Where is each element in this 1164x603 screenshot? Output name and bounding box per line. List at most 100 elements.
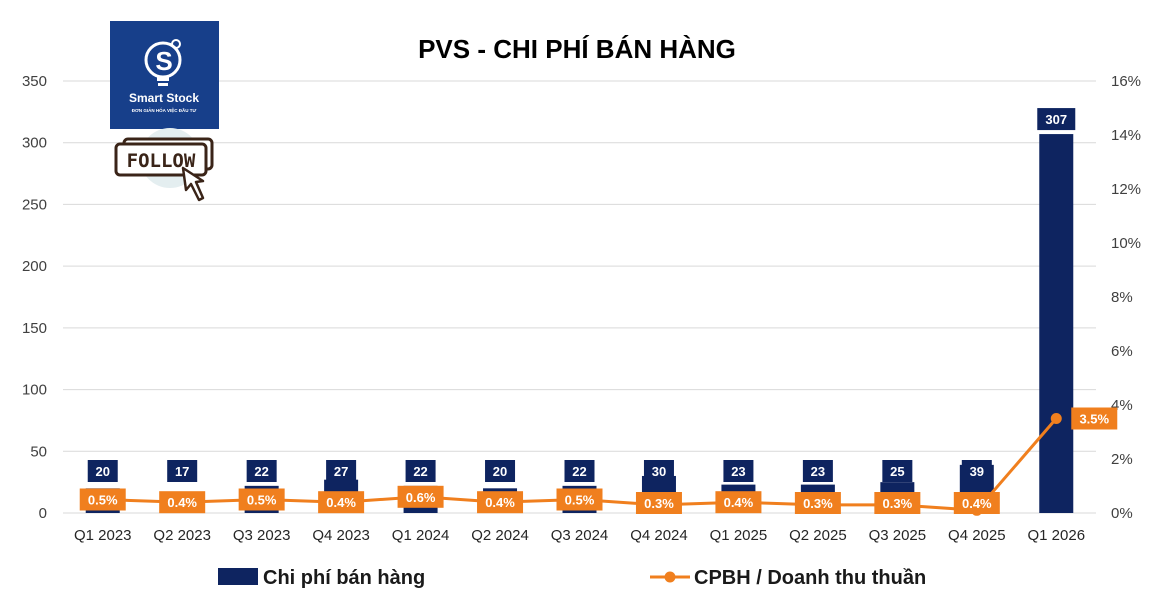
- bar-label-box: [802, 460, 833, 482]
- y-right-tick-label: 0%: [1111, 505, 1133, 522]
- bar-label: 17: [175, 464, 189, 479]
- bar-label: 22: [254, 464, 268, 479]
- bar-label: 25: [890, 464, 904, 479]
- bar-label-box: [246, 460, 277, 482]
- follow-button[interactable]: FOLLOW: [114, 128, 214, 202]
- bar-label-box: [723, 460, 754, 482]
- svg-text:S: S: [155, 46, 172, 76]
- bar-label-box: [167, 460, 198, 482]
- bar-label: 22: [572, 464, 586, 479]
- y-right-tick-label: 12%: [1111, 181, 1141, 198]
- x-tick-label: Q2 2024: [471, 527, 529, 544]
- x-tick-label: Q3 2025: [869, 527, 927, 544]
- x-tick-label: Q1 2024: [392, 527, 450, 544]
- line-label-box: [874, 492, 921, 514]
- line-label-box: [556, 488, 603, 511]
- x-axis: Q1 2023 Q2 2023 Q3 2023 Q4 2023 Q1 2024 Q2 20…: [74, 527, 1085, 544]
- bar-label: 307: [1045, 112, 1067, 127]
- line-label: 0.4%: [485, 495, 515, 510]
- x-tick-label: Q2 2025: [789, 527, 847, 544]
- y-right-tick-label: 16%: [1111, 73, 1141, 90]
- bar-label: 22: [413, 464, 427, 479]
- bar-label-box: [1037, 108, 1076, 131]
- legend-line-marker: [664, 571, 676, 583]
- y-axis-right: 0%2%4%6%8%10%12%14%16%: [1111, 73, 1141, 522]
- smart-stock-logo[interactable]: S Smart Stock ĐƠN GIẢN HÓA VIỆC ĐẦU TƯ: [110, 21, 219, 129]
- legend-bar-label: Chi phí bán hàng: [263, 567, 425, 589]
- bar[interactable]: [1039, 134, 1074, 513]
- bar-label: 20: [95, 464, 109, 479]
- legend-item-bar[interactable]: Chi phí bán hàng: [218, 567, 425, 589]
- follow-label: FOLLOW: [127, 150, 196, 172]
- line-label: 3.5%: [1079, 412, 1109, 427]
- bar-label-box: [961, 460, 992, 482]
- line-label-box: [953, 492, 1000, 514]
- line-label: 0.4%: [326, 495, 356, 510]
- bar-label: 30: [652, 464, 666, 479]
- bar-label-box: [326, 460, 357, 482]
- line-label: 0.5%: [88, 493, 118, 508]
- line-label: 0.3%: [803, 496, 833, 511]
- logo-tagline: ĐƠN GIẢN HÓA VIỆC ĐẦU TƯ: [132, 106, 197, 113]
- legend-line-label: CPBH / Doanh thu thuần: [694, 567, 926, 589]
- y-right-tick-label: 2%: [1111, 451, 1133, 468]
- bar-series: 20 17 22 27 22 20 22 30 23 23 25 39 307: [85, 108, 1076, 513]
- cursor-icon: [181, 166, 205, 202]
- x-tick-label: Q3 2023: [233, 527, 291, 544]
- line-label-box: [715, 491, 762, 514]
- y-left-tick-label: 250: [22, 196, 47, 213]
- y-left-tick-label: 0: [39, 505, 47, 522]
- y-right-tick-label: 6%: [1111, 343, 1133, 360]
- line-label: 0.3%: [883, 496, 913, 511]
- y-left-tick-label: 150: [22, 320, 47, 337]
- line-label-box: [794, 492, 841, 514]
- line-point[interactable]: [1050, 413, 1062, 424]
- y-axis-left: 0 50 100 150 200 250 300 350: [22, 73, 47, 522]
- chart-title: PVS - CHI PHÍ BÁN HÀNG: [418, 34, 736, 64]
- x-tick-label: Q4 2025: [948, 527, 1006, 544]
- line-label: 0.6%: [406, 490, 436, 505]
- bar-label: 23: [811, 464, 825, 479]
- bar-label-box: [485, 460, 516, 482]
- bar-label: 23: [731, 464, 745, 479]
- bar-label: 20: [493, 464, 507, 479]
- y-left-tick-label: 200: [22, 258, 47, 275]
- line-label-box: [318, 491, 365, 514]
- line-label: 0.4%: [724, 495, 754, 510]
- y-left-tick-label: 50: [30, 443, 47, 460]
- line-label-box: [79, 488, 126, 511]
- bar-label-box: [87, 460, 118, 482]
- line-label-box: [397, 485, 444, 508]
- y-right-tick-label: 14%: [1111, 127, 1141, 144]
- x-tick-label: Q4 2024: [630, 527, 688, 544]
- lightbulb-s-icon: S: [144, 39, 182, 86]
- bar-label-box: [564, 460, 595, 482]
- line-label-box: [238, 488, 285, 511]
- bar-label-box: [643, 460, 674, 482]
- line-label: 0.3%: [644, 496, 674, 511]
- x-tick-label: Q2 2023: [153, 527, 211, 544]
- line-label: 0.4%: [167, 495, 197, 510]
- line-label-box: [635, 492, 682, 514]
- line-label: 0.5%: [247, 493, 277, 508]
- legend-item-line[interactable]: CPBH / Doanh thu thuần: [650, 567, 926, 589]
- line-label: 0.4%: [962, 496, 992, 511]
- bar-label-box: [405, 460, 436, 482]
- line-label-box: [159, 491, 206, 514]
- logo-brand: Smart Stock: [129, 91, 199, 105]
- x-tick-label: Q1 2026: [1027, 527, 1085, 544]
- bar-label: 27: [334, 464, 348, 479]
- y-left-tick-label: 350: [22, 73, 47, 90]
- line-label: 0.5%: [565, 493, 595, 508]
- bar-label: 39: [970, 464, 984, 479]
- bar-label-box: [882, 460, 913, 482]
- y-right-tick-label: 8%: [1111, 289, 1133, 306]
- y-right-tick-label: 10%: [1111, 235, 1141, 252]
- y-left-tick-label: 300: [22, 135, 47, 152]
- line-label-box: [1071, 407, 1118, 430]
- line-series: 0.5% 0.4% 0.5% 0.4% 0.6% 0.4% 0.5% 0.3% 0.4% 0.3%…: [79, 407, 1118, 516]
- y-left-tick-label: 100: [22, 382, 47, 399]
- x-tick-label: Q3 2024: [551, 527, 609, 544]
- logo-background: [110, 21, 219, 129]
